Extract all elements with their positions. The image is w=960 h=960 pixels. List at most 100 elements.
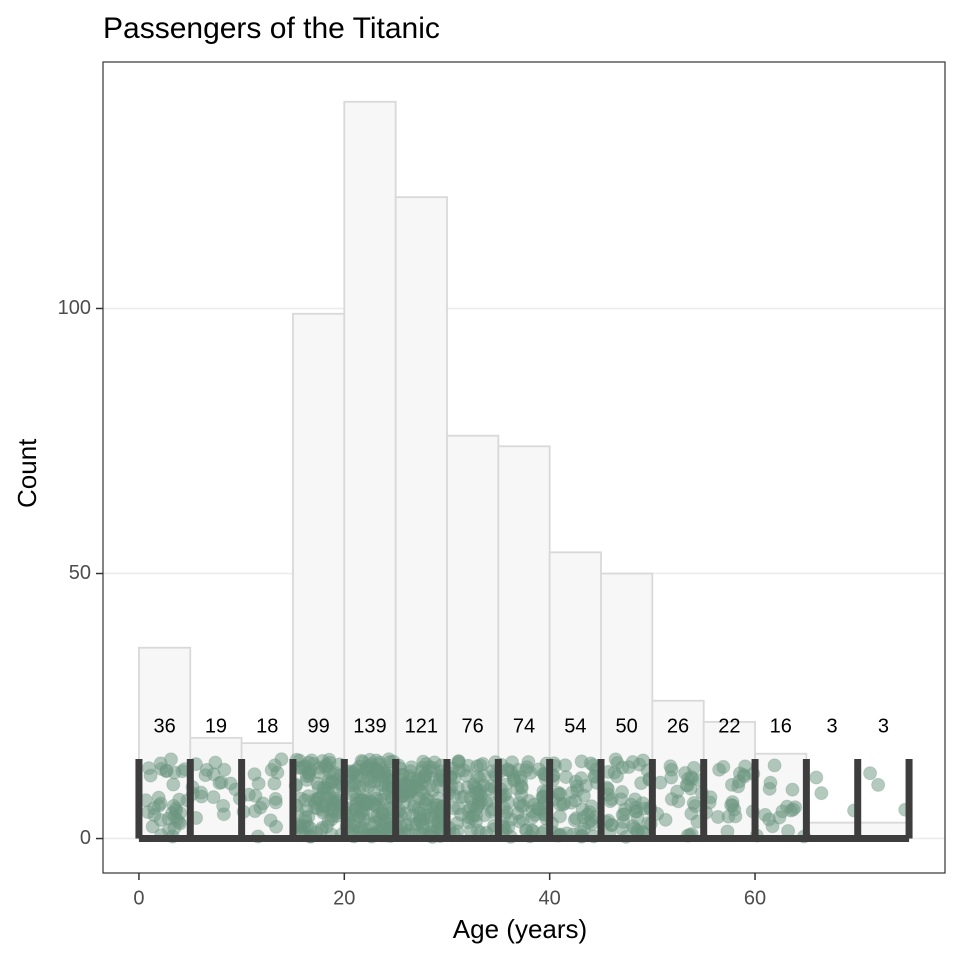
passenger-point <box>559 770 574 785</box>
passenger-point <box>167 810 182 825</box>
count-labels: 36 19 18 99 139 121 76 74 54 50 26 22 16 3 3 <box>153 716 888 738</box>
x-tick-label: 0 <box>133 887 144 909</box>
passenger-point <box>369 799 384 814</box>
axes: 0 50 100 0 20 40 60 <box>58 61 946 909</box>
passenger-point <box>194 785 209 800</box>
passenger-point <box>576 788 591 803</box>
count-label: 22 <box>718 716 740 738</box>
count-label: 3 <box>878 716 889 738</box>
count-label: 139 <box>353 716 386 738</box>
passenger-point <box>513 770 528 785</box>
passenger-point <box>430 779 445 794</box>
passenger-point <box>634 776 649 791</box>
y-tick-label: 50 <box>69 562 91 584</box>
passenger-point <box>603 794 618 809</box>
passenger-point <box>678 766 693 781</box>
count-label: 26 <box>667 716 689 738</box>
passenger-point <box>172 792 187 807</box>
passenger-point <box>347 777 362 792</box>
count-label: 16 <box>770 716 792 738</box>
passenger-point <box>363 817 378 832</box>
count-label: 19 <box>205 716 227 738</box>
passenger-point <box>716 759 731 774</box>
passenger-point <box>520 760 535 775</box>
passenger-point <box>263 813 278 828</box>
bin-dividers <box>135 759 913 843</box>
passenger-point <box>470 769 485 784</box>
count-label: 36 <box>153 716 175 738</box>
count-label: 99 <box>308 716 330 738</box>
passenger-point <box>671 794 686 809</box>
passenger-point <box>299 769 314 784</box>
passenger-point <box>319 791 334 806</box>
passenger-point <box>418 767 433 782</box>
x-tick-label: 20 <box>333 887 355 909</box>
passenger-point <box>479 795 494 810</box>
passenger-point <box>418 797 433 812</box>
passenger-point <box>871 777 886 792</box>
passenger-point <box>475 756 490 771</box>
passenger-point <box>216 798 231 813</box>
passenger-point <box>153 812 168 827</box>
passenger-point <box>457 789 472 804</box>
histogram-bar <box>394 196 448 840</box>
y-tick-label: 0 <box>80 827 91 849</box>
passenger-point <box>159 763 174 778</box>
passenger-point <box>736 767 751 782</box>
count-label: 3 <box>826 716 837 738</box>
passenger-point <box>267 758 282 773</box>
passenger-point <box>616 814 631 829</box>
count-label: 74 <box>513 716 535 738</box>
passenger-point <box>427 755 442 770</box>
passenger-point <box>584 813 599 828</box>
count-label: 54 <box>564 716 586 738</box>
passenger-point <box>565 785 580 800</box>
passenger-point <box>724 777 739 792</box>
passenger-point <box>401 778 416 793</box>
passenger-point <box>625 755 640 770</box>
x-axis-label: Age (years) <box>452 914 588 944</box>
passenger-point <box>143 768 158 783</box>
passenger-point <box>762 812 777 827</box>
passenger-point <box>404 817 419 832</box>
y-tick-label: 100 <box>58 297 91 319</box>
passenger-point <box>762 781 777 796</box>
passenger-point <box>166 777 181 792</box>
count-label: 50 <box>616 716 638 738</box>
passenger-point <box>372 755 387 770</box>
x-tick-label: 60 <box>744 887 766 909</box>
count-label: 121 <box>405 716 438 738</box>
passenger-point <box>319 819 334 834</box>
x-tick-label: 40 <box>539 887 561 909</box>
passenger-point <box>348 803 363 818</box>
passenger-point <box>814 786 829 801</box>
passenger-point <box>359 760 374 775</box>
count-label: 76 <box>462 716 484 738</box>
passenger-point <box>785 782 800 797</box>
passenger-point <box>451 756 466 771</box>
passenger-point <box>199 762 214 777</box>
panel-border <box>102 61 946 874</box>
passenger-point <box>251 776 266 791</box>
passenger-point <box>322 765 337 780</box>
passenger-point <box>481 782 496 797</box>
passenger-point <box>301 809 316 824</box>
passenger-point <box>267 776 282 791</box>
passenger-point <box>630 811 645 826</box>
passenger-point <box>664 770 679 785</box>
passenger-point <box>532 802 547 817</box>
passenger-point <box>505 755 520 770</box>
passenger-point <box>248 804 263 819</box>
chart-title: Passengers of the Titanic <box>103 12 440 45</box>
passenger-point <box>725 798 740 813</box>
passenger-point <box>575 802 590 817</box>
count-label: 18 <box>256 716 278 738</box>
passenger-point <box>767 758 782 773</box>
passenger-point <box>863 766 878 781</box>
passenger-point <box>615 785 630 800</box>
passenger-point <box>499 805 514 820</box>
passenger-point <box>711 809 726 824</box>
passenger-point <box>809 770 824 785</box>
passenger-point <box>469 814 484 829</box>
